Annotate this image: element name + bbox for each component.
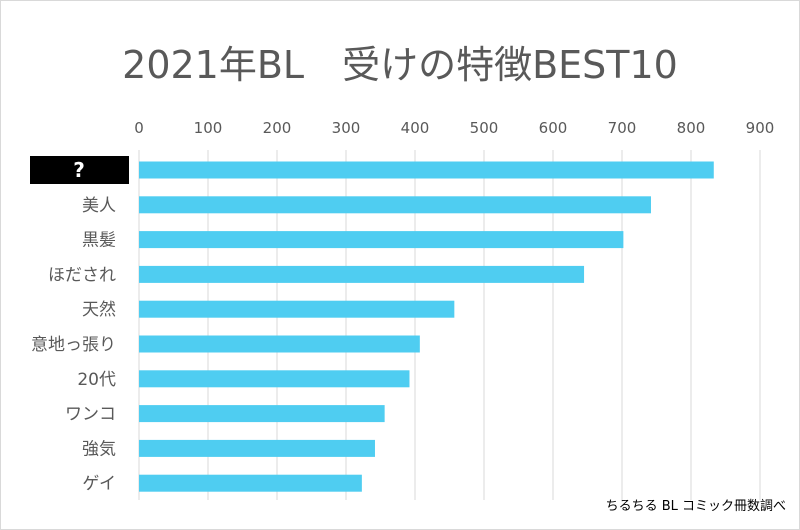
category-label: 天然: [82, 300, 116, 320]
bar: [139, 405, 385, 423]
x-tick-label: 800: [677, 119, 706, 137]
x-tick-label: 700: [608, 119, 637, 137]
bar: [139, 335, 420, 353]
x-tick-label: 500: [470, 119, 499, 137]
bar: [139, 265, 585, 283]
hidden-label-box: [30, 156, 129, 184]
chart-title: 2021年BL 受けの特徴BEST10: [122, 43, 678, 87]
category-label: 美人: [82, 196, 116, 216]
x-axis-ticks: 0 100 200 300 400 500 600 700 800 900: [134, 119, 774, 137]
bar: [139, 196, 651, 214]
category-label: 意地っ張り: [31, 335, 116, 355]
x-tick-label: 0: [134, 119, 144, 137]
bar: [139, 161, 714, 179]
source-note: ちるちる BL コミック冊数調べ: [605, 499, 786, 514]
x-tick-label: 400: [401, 119, 430, 137]
category-label: 20代: [77, 370, 116, 390]
bar: [139, 231, 624, 249]
bar: [139, 300, 455, 318]
bar: [139, 474, 362, 492]
bars: [139, 161, 714, 492]
bar: [139, 370, 410, 388]
x-tick-label: 600: [539, 119, 568, 137]
x-tick-label: 200: [263, 119, 292, 137]
category-label: 強気: [82, 439, 116, 459]
x-tick-label: 900: [746, 119, 775, 137]
bar: [139, 439, 375, 457]
category-label: ワンコ: [65, 405, 116, 425]
x-tick-label: 300: [332, 119, 361, 137]
category-label: ほだされ: [48, 265, 116, 285]
category-label: 黒髪: [82, 231, 116, 251]
x-tick-label: 100: [194, 119, 223, 137]
category-label: ゲイ: [82, 474, 116, 494]
category-label: ?: [73, 158, 85, 182]
